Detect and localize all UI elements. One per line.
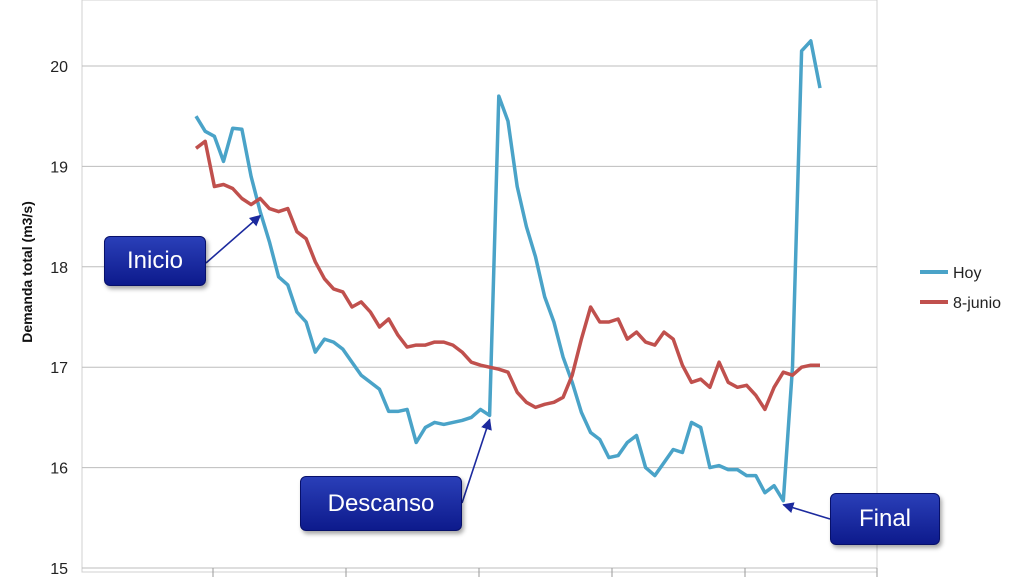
x-axis-ticks	[212, 568, 878, 577]
arrow-descanso	[461, 418, 492, 504]
annotation-arrows	[205, 214, 831, 520]
series-line-8-junio	[194, 139, 820, 412]
y-tick-label-20: 20	[50, 59, 68, 76]
legend: Hoy 8-junio	[920, 265, 1001, 312]
y-axis-label: Demanda total (m3/s)	[19, 201, 35, 343]
annotation-inicio: Inicio	[104, 236, 206, 286]
y-tick-label-17: 17	[50, 360, 68, 377]
series-lines	[194, 39, 822, 503]
y-tick-label-16: 16	[50, 461, 68, 478]
arrow-inicio	[205, 214, 262, 264]
y-tick-label-18: 18	[50, 260, 68, 277]
legend-label-hoy: Hoy	[953, 265, 981, 282]
arrow-final	[782, 502, 831, 520]
y-tick-label-15: 15	[50, 561, 68, 577]
series-line-hoy	[194, 39, 822, 503]
annotation-final: Final	[830, 493, 940, 545]
plot-area	[81, 0, 878, 573]
y-axis-tick-labels: 15 16 17 18 19 20	[50, 59, 68, 577]
legend-label-8-junio: 8-junio	[953, 295, 1001, 312]
y-tick-label-19: 19	[50, 159, 68, 176]
annotation-descanso: Descanso	[300, 476, 462, 531]
